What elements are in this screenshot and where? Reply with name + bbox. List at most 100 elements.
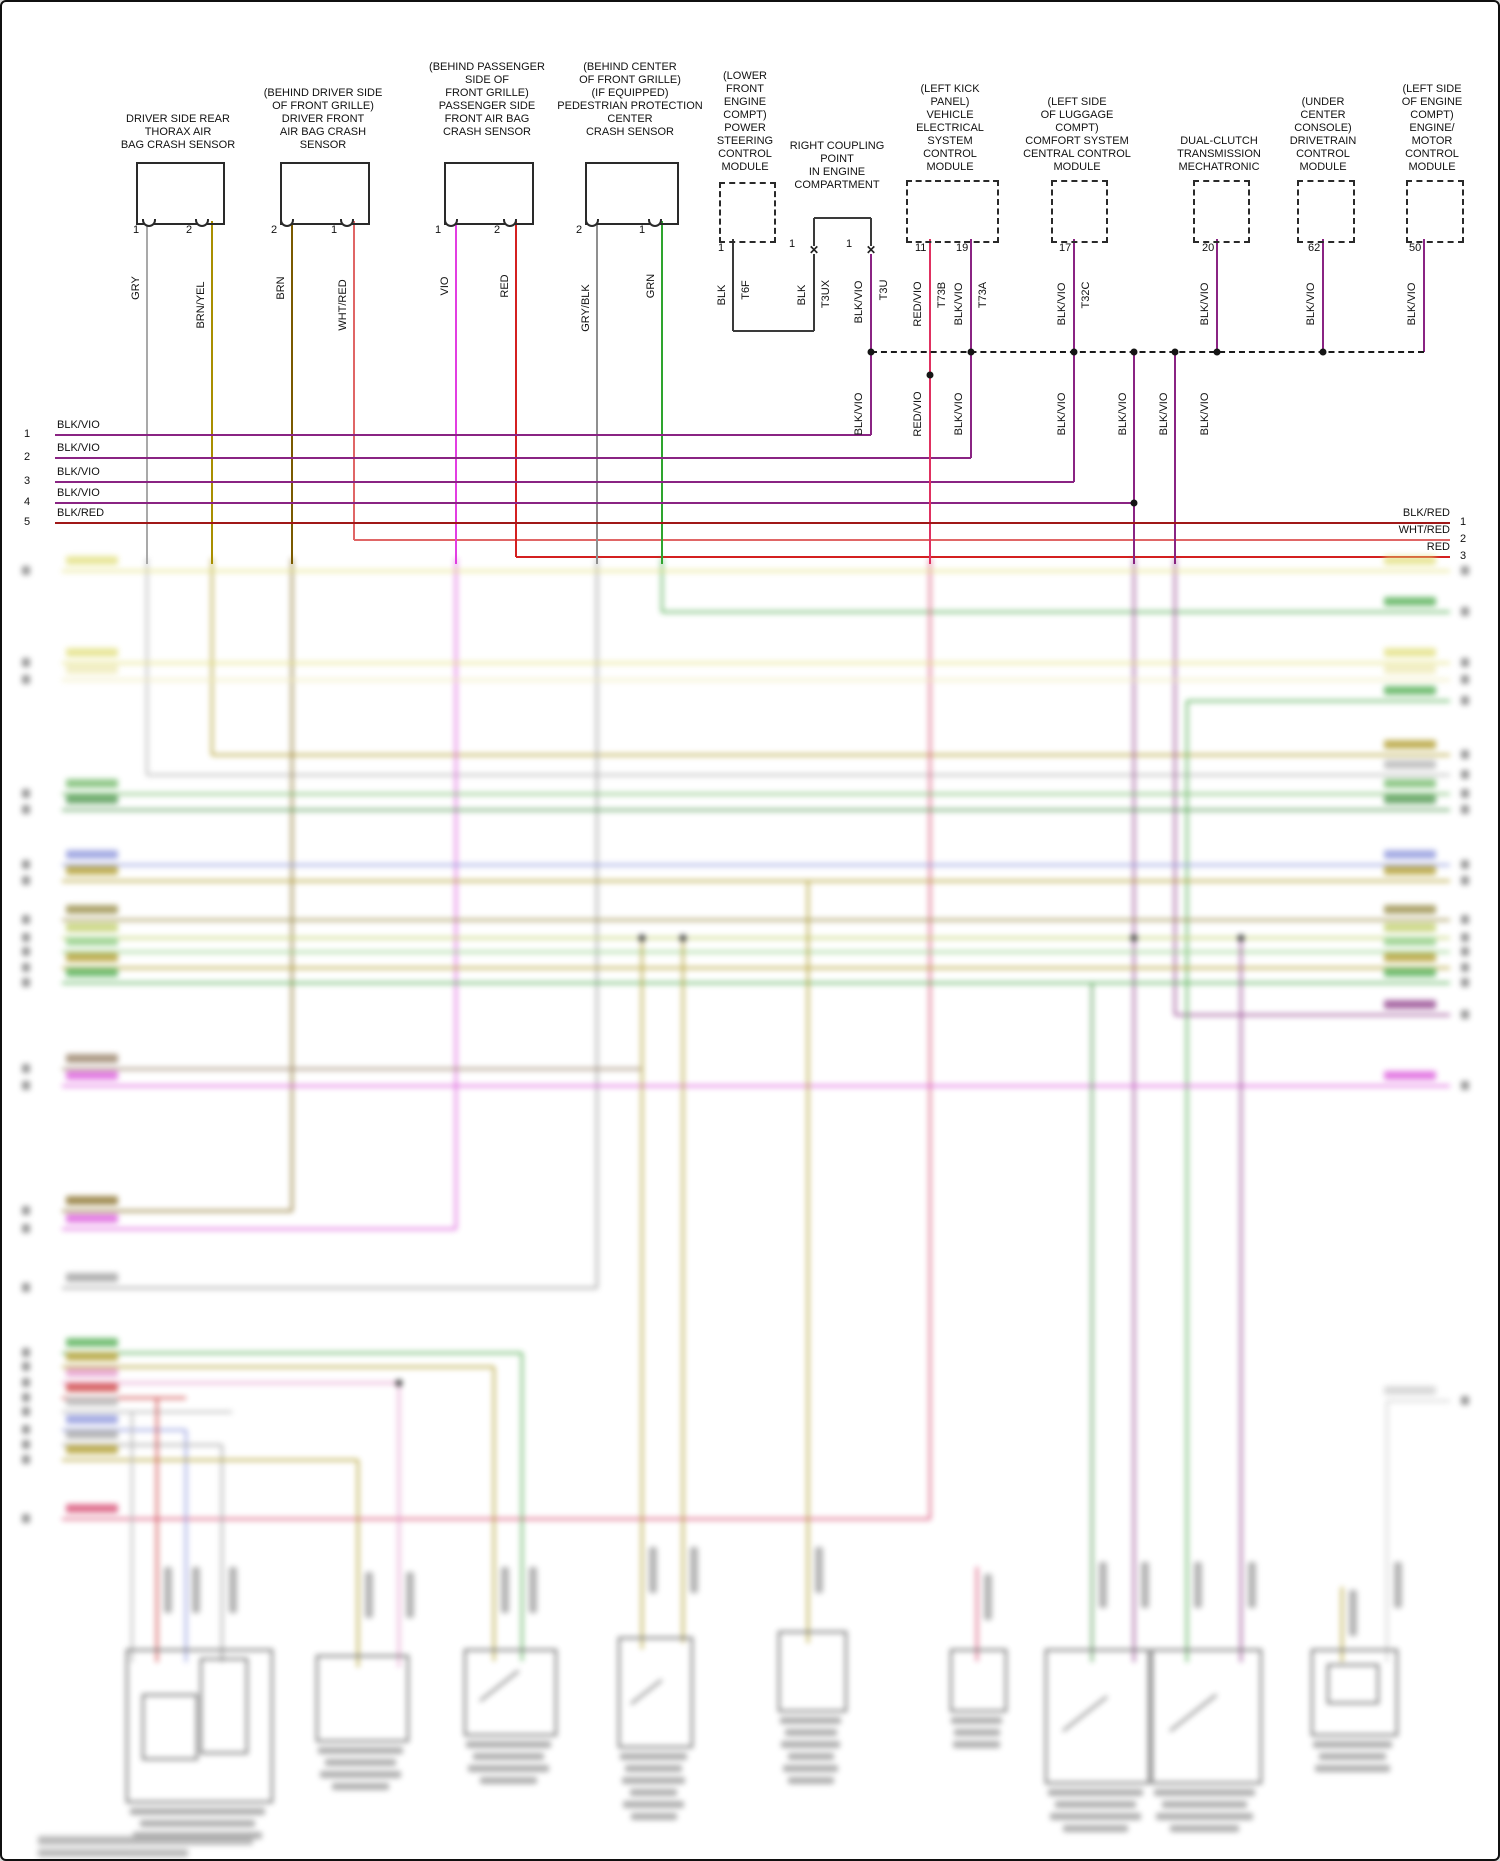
wire-segment bbox=[62, 1411, 232, 1413]
blurred-text bbox=[1313, 1741, 1392, 1748]
component-box bbox=[719, 182, 776, 243]
blurred-text bbox=[66, 1445, 118, 1454]
blurred-text bbox=[1349, 1590, 1357, 1636]
wire-segment bbox=[661, 558, 663, 612]
blurred-text bbox=[192, 1567, 200, 1613]
pin-number: 1 bbox=[133, 224, 140, 236]
blurred-text bbox=[1461, 1010, 1469, 1019]
blurred-text bbox=[66, 1071, 118, 1080]
pin-number: 50 bbox=[1409, 242, 1422, 254]
blurred-text bbox=[951, 1717, 1002, 1724]
junction-dot bbox=[1130, 499, 1138, 507]
wire-segment bbox=[62, 1459, 358, 1461]
pin-number: 1 bbox=[639, 224, 646, 236]
wire-segment bbox=[1133, 558, 1135, 1662]
wire-segment bbox=[813, 254, 815, 331]
blurred-text bbox=[22, 1455, 30, 1464]
blurred-text bbox=[1461, 789, 1469, 798]
blurred-text bbox=[1461, 947, 1469, 956]
wire-row-label: BLK/VIO bbox=[57, 442, 100, 454]
junction-dot bbox=[1130, 934, 1138, 942]
wire-segment bbox=[55, 457, 971, 459]
wire-segment bbox=[62, 793, 1450, 795]
blurred-text bbox=[781, 1741, 840, 1748]
blurred-text bbox=[623, 1801, 684, 1808]
blurred-text bbox=[66, 795, 118, 804]
pin-number: 62 bbox=[1308, 242, 1321, 254]
wire-row-number: 2 bbox=[1460, 533, 1467, 545]
wire-segment bbox=[1341, 1587, 1343, 1662]
wire-segment bbox=[1240, 938, 1242, 1662]
wire-row-label: WHT/RED bbox=[1398, 524, 1450, 536]
blurred-text bbox=[1461, 566, 1469, 575]
pin-number: 1 bbox=[435, 224, 442, 236]
blurred-text bbox=[1384, 905, 1436, 914]
blurred-text bbox=[66, 905, 118, 914]
junction-dot bbox=[1130, 348, 1138, 356]
connector-notch bbox=[195, 219, 209, 227]
wire-segment bbox=[212, 754, 1450, 756]
wire-segment bbox=[291, 558, 293, 1211]
wire-segment bbox=[62, 1397, 186, 1399]
wire-segment bbox=[1133, 352, 1135, 564]
wire-segment bbox=[62, 1444, 222, 1446]
blurred-text bbox=[66, 1368, 118, 1377]
blurred-text bbox=[1153, 1789, 1256, 1796]
wire-segment bbox=[521, 1353, 523, 1661]
blurred-text bbox=[1461, 1396, 1469, 1405]
blurred-text bbox=[479, 1777, 538, 1784]
wire-segment bbox=[62, 1287, 597, 1289]
wire-segment bbox=[1423, 239, 1425, 352]
wire-segment bbox=[870, 218, 872, 246]
blurred-text bbox=[815, 1547, 823, 1593]
blurred-text bbox=[66, 665, 118, 674]
wire-segment bbox=[62, 937, 1450, 939]
pin-number: 1 bbox=[789, 238, 796, 250]
blurred-text bbox=[22, 1407, 30, 1416]
blurred-text bbox=[22, 978, 30, 987]
blurred-text bbox=[324, 1759, 397, 1766]
bottom-module-box bbox=[464, 1649, 557, 1736]
wire-row-label: BLK/VIO bbox=[57, 466, 100, 478]
wire-segment bbox=[62, 1210, 292, 1212]
blurred-text bbox=[318, 1747, 403, 1754]
wire-row-number: 1 bbox=[1460, 516, 1467, 528]
blurred-text bbox=[22, 1081, 30, 1090]
blurred-text bbox=[66, 1054, 118, 1063]
blurred-text bbox=[1461, 770, 1469, 779]
wire-segment bbox=[55, 522, 1450, 524]
blurred-text bbox=[365, 1572, 373, 1618]
wire-segment bbox=[62, 679, 1450, 681]
component-label: (LEFT SIDE OF LUGGAGE COMPT) COMFORT SYS… bbox=[1023, 96, 1131, 173]
blurred-text bbox=[22, 1362, 30, 1371]
wire-row-number: 5 bbox=[24, 516, 31, 528]
wire-segment bbox=[357, 1460, 359, 1667]
blurred-text bbox=[22, 1224, 30, 1233]
pin-number: 2 bbox=[576, 224, 583, 236]
blurred-text bbox=[66, 968, 118, 977]
blurred-text bbox=[320, 1771, 401, 1778]
blurred-text bbox=[22, 1514, 30, 1523]
blurred-text bbox=[1156, 1813, 1253, 1820]
blurred-text bbox=[630, 1789, 677, 1796]
wire-segment bbox=[131, 1412, 133, 1662]
wire-segment bbox=[62, 1429, 186, 1431]
component-label: (LEFT KICK PANEL) VEHICLE ELECTRICAL SYS… bbox=[916, 83, 984, 173]
junction-dot bbox=[679, 934, 687, 942]
wire-segment bbox=[62, 1352, 522, 1354]
blurred-text bbox=[1384, 937, 1436, 946]
wire-segment bbox=[1174, 558, 1176, 1015]
blurred-text bbox=[38, 1836, 253, 1845]
blurred-text bbox=[22, 566, 30, 575]
junction-dot bbox=[1319, 348, 1327, 356]
blurred-text bbox=[1384, 597, 1436, 606]
blurred-text bbox=[66, 1273, 118, 1282]
wire-segment bbox=[62, 982, 1450, 984]
pin-number: 19 bbox=[956, 242, 969, 254]
blurred-text bbox=[1461, 696, 1469, 705]
wire-segment bbox=[62, 1382, 399, 1384]
wire-segment bbox=[641, 938, 643, 1649]
blurred-text bbox=[1384, 866, 1436, 875]
bottom-module-box bbox=[1151, 1649, 1262, 1784]
